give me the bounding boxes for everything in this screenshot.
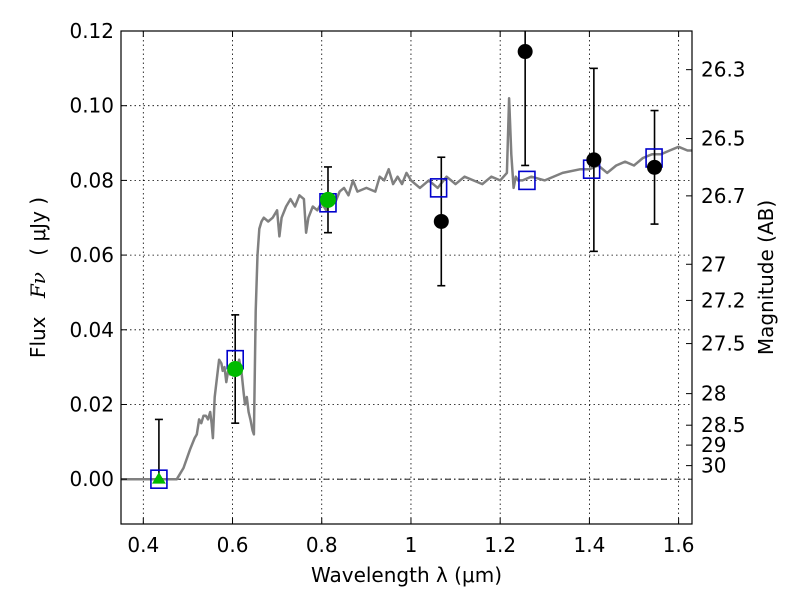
x-tick-label: 1.2	[484, 533, 516, 557]
x-axis: 0.4 0.6 0.8 1 1.2 1.4 1.6	[127, 31, 695, 557]
model-box	[518, 170, 536, 191]
y-tick-label: 0.00	[69, 467, 114, 491]
magnitude-tick-label: 26.5	[701, 127, 746, 151]
observed-point	[586, 152, 602, 168]
observed-point	[227, 361, 244, 378]
magnitude-tick-label: 26.3	[701, 58, 746, 82]
x-tick-label: 1.4	[573, 533, 605, 557]
y-tick-label: 0.08	[69, 168, 114, 192]
y-tick-label: 0.02	[69, 392, 114, 416]
magnitude-tick-label: 26.7	[701, 184, 746, 208]
errorbars	[154, 31, 659, 480]
y-tick-label: 0.10	[69, 94, 114, 118]
plot-area	[121, 31, 692, 489]
y-tick-label: 0.06	[69, 243, 114, 267]
y-label-unit: ( μJy )	[26, 197, 50, 256]
model-box	[150, 469, 168, 489]
x-tick-label: 0.8	[306, 533, 338, 557]
observed-point	[517, 44, 533, 60]
observed-point-triangle	[152, 472, 166, 484]
model-boxes	[150, 148, 663, 489]
x-axis-label: Wavelength λ (μm)	[311, 563, 502, 587]
svg-text:Flux Fν ( μJy ): Flux Fν ( μJy )	[26, 197, 50, 358]
model-box	[429, 178, 448, 198]
x-tick-label: 1	[405, 533, 418, 557]
magnitude-tick-label: 28.5	[701, 413, 746, 437]
magnitude-tick-label: 27	[701, 252, 726, 276]
magnitude-tick-label: 28	[701, 382, 726, 406]
y-label-prefix: Flux	[26, 316, 50, 358]
plot-frame	[120, 30, 693, 525]
y-tick-label: 0.12	[69, 19, 114, 43]
y-label-symbol: Fν	[26, 272, 50, 299]
grid-lines	[121, 30, 692, 524]
model-spectrum-line	[121, 96, 692, 481]
y-axis-label-left: Flux Fν ( μJy )	[26, 197, 50, 358]
magnitude-tick-label: 27.5	[701, 332, 746, 356]
observed-point	[647, 159, 663, 175]
y-axis-label-right: Magnitude (AB)	[754, 200, 778, 355]
observed-point	[433, 213, 449, 229]
y-tick-label: 0.04	[69, 318, 114, 342]
magnitude-tick-label: 29	[701, 433, 726, 457]
y-axis-left: 0.00 0.02 0.04 0.06 0.08 0.10 0.12	[69, 19, 127, 491]
magnitude-tick-label: 30	[701, 454, 726, 478]
x-tick-label: 0.4	[127, 533, 159, 557]
x-tick-label: 1.6	[663, 533, 695, 557]
observed-point	[319, 191, 336, 208]
observed-points	[152, 44, 663, 484]
x-tick-label: 0.6	[217, 533, 249, 557]
magnitude-tick-label: 27.2	[701, 288, 746, 312]
